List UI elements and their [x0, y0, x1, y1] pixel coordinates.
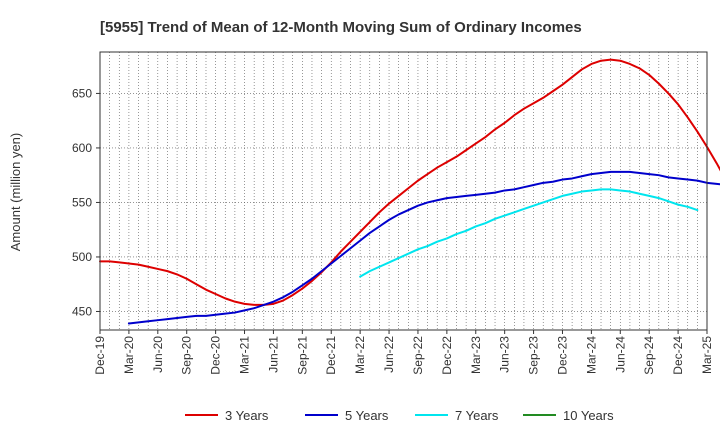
x-tick-label: Jun-22: [382, 336, 396, 373]
y-axis-ticks: 450 500 550 600 650: [72, 86, 100, 318]
x-tick-label: Sep-22: [411, 336, 425, 375]
series-layer: [99, 58, 720, 325]
y-tick-label: 500: [72, 250, 92, 264]
x-tick-label: Dec-24: [671, 336, 685, 375]
chart-title: [5955] Trend of Mean of 12-Month Moving …: [100, 19, 582, 36]
x-tick-label: Dec-19: [93, 336, 107, 375]
y-tick-label: 600: [72, 141, 92, 155]
x-tick-label: Sep-20: [180, 336, 194, 375]
x-tick-label: Sep-23: [527, 336, 541, 375]
x-tick-label: Jun-21: [266, 336, 280, 373]
x-tick-label: Sep-21: [295, 336, 309, 375]
legend: 3 Years 5 Years 7 Years 10 Years: [185, 408, 614, 423]
legend-label: 5 Years: [345, 408, 389, 423]
series-line: [99, 58, 720, 306]
x-tick-label: Dec-22: [440, 336, 454, 375]
x-axis-ticks: Dec-19 Mar-20 Jun-20 Sep-20 Dec-20 Mar-21 Jun-…: [93, 330, 714, 375]
x-tick-label: Mar-23: [469, 336, 483, 374]
legend-label: 10 Years: [563, 408, 614, 423]
x-tick-label: Dec-20: [209, 336, 223, 375]
x-tick-label: Mar-24: [584, 336, 598, 374]
x-tick-label: Jun-20: [151, 336, 165, 373]
x-tick-label: Dec-21: [324, 336, 338, 375]
y-tick-label: 450: [72, 304, 92, 318]
x-tick-label: Dec-23: [555, 336, 569, 375]
x-tick-label: Mar-20: [122, 336, 136, 374]
x-tick-label: Mar-21: [238, 336, 252, 374]
plot-border: [99, 51, 708, 331]
x-tick-label: Mar-25: [700, 336, 714, 374]
x-tick-label: Jun-23: [498, 336, 512, 373]
series-line: [359, 188, 699, 278]
legend-label: 3 Years: [225, 408, 269, 423]
legend-label: 7 Years: [455, 408, 499, 423]
x-tick-label: Jun-24: [613, 336, 627, 373]
y-tick-label: 650: [72, 86, 92, 100]
x-tick-label: Sep-24: [642, 336, 656, 375]
x-tick-label: Mar-22: [353, 336, 367, 374]
y-tick-label: 550: [72, 195, 92, 209]
y-axis-label: Amount (million yen): [8, 133, 23, 252]
series-line: [127, 170, 720, 325]
